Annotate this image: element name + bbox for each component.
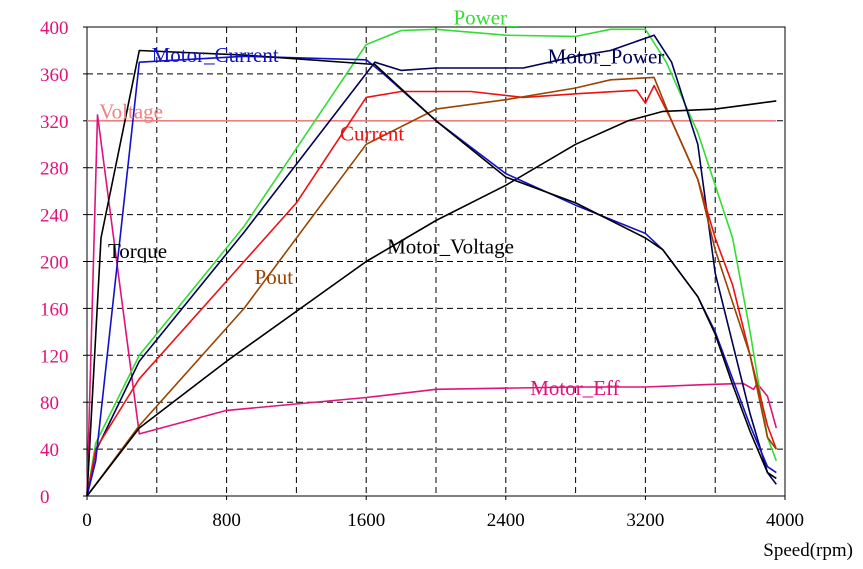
series-line-motor-voltage: [86, 100, 777, 497]
series-line-motor-power: [86, 34, 777, 497]
y-tick-label: 400: [40, 18, 69, 39]
y-axis-ticks: 0 40 80 120 160 200 240 280 320 360 400: [40, 18, 87, 508]
series-line-current: [86, 84, 778, 497]
x-tick-label: 2400: [487, 510, 525, 531]
series-label-pout: Pout: [255, 265, 294, 289]
series-line-motor-current: [86, 55, 777, 497]
y-tick-label: 360: [40, 65, 69, 86]
x-tick-label: 0: [82, 510, 92, 531]
series-line-torque: [86, 49, 777, 497]
x-axis-label: Speed(rpm): [763, 540, 853, 561]
x-tick-label: 1600: [347, 510, 385, 531]
y-tick-label: 320: [40, 112, 69, 133]
series-label-motor-voltage: Motor_Voltage: [387, 234, 514, 258]
grid: [87, 27, 785, 496]
y-tick-label: 0: [40, 487, 50, 508]
series-line-pout: [86, 76, 777, 497]
series-label-power-: Power_: [453, 6, 518, 30]
y-tick-label: 40: [40, 440, 59, 461]
series-label-voltage: Voltage: [99, 99, 163, 123]
series-line-power-: [86, 28, 778, 497]
y-tick-label: 240: [40, 206, 69, 227]
series-label-motor-current: Motor_Current: [152, 43, 279, 67]
series-line-motor-eff: [86, 114, 778, 497]
x-tick-label: 4000: [766, 510, 804, 531]
y-tick-label: 280: [40, 159, 69, 180]
series-label-current: Current: [340, 122, 404, 146]
x-axis-ticks: 0 800 1600 2400 3200 4000: [82, 496, 804, 531]
y-tick-label: 200: [40, 253, 69, 274]
series-label-motor-eff: Motor_Eff: [530, 376, 619, 400]
x-tick-label: 3200: [626, 510, 664, 531]
y-tick-label: 80: [40, 393, 59, 414]
y-tick-label: 160: [40, 299, 69, 320]
y-tick-label: 120: [40, 346, 69, 367]
series-label-motor-power: Motor_Power: [548, 44, 665, 68]
series-labels: Voltage Motor_Eff Power_ Motor_Power Current…: [99, 6, 664, 401]
series-label-torque: Torque: [108, 239, 167, 263]
series-lines: [86, 28, 778, 497]
x-tick-label: 800: [212, 510, 241, 531]
